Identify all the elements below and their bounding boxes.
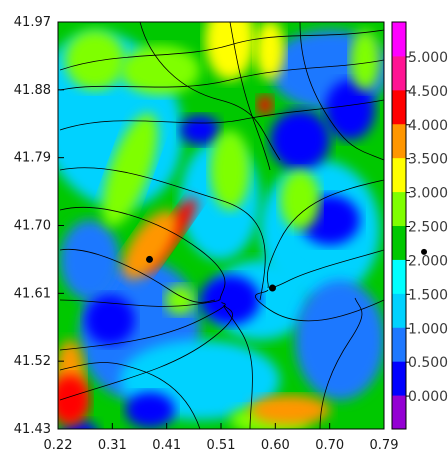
streamline-7 <box>59 301 226 351</box>
field-blob-26 <box>58 375 90 425</box>
streamline-3 <box>59 167 266 301</box>
streamline-12 <box>223 304 253 429</box>
colorbar-frame <box>391 21 407 430</box>
colorbar-tick-label: 3.000 <box>408 186 448 202</box>
streamline-8 <box>59 304 234 401</box>
colorbar-segment <box>392 259 406 294</box>
x-tick-label: 0.41 <box>152 438 181 453</box>
field-blob-30 <box>250 395 330 425</box>
field-blob-9 <box>270 110 330 170</box>
x-tick-label: 0.51 <box>207 438 236 453</box>
field-blob-12 <box>85 295 135 345</box>
colorbar-tick-label: 2.000 <box>408 253 448 269</box>
field-blob-23 <box>102 113 158 227</box>
marker-0 <box>146 255 154 263</box>
colorbar-tick-label: 2.500 <box>408 220 448 236</box>
colorbar-segment <box>392 191 406 226</box>
field-blob-24 <box>280 170 320 230</box>
x-tick-label: 0.70 <box>315 438 344 453</box>
y-tick-label: 41.43 <box>14 422 51 437</box>
streamline-13 <box>319 297 363 429</box>
streamline-14 <box>59 362 201 429</box>
colorbar-tick-label: 1.000 <box>408 321 448 337</box>
field-blob-20 <box>65 30 125 90</box>
streamline-0 <box>59 29 384 71</box>
streamline-15 <box>139 22 281 161</box>
colorbar-segment <box>392 22 406 57</box>
streamline-16 <box>229 22 271 171</box>
field-blob-16 <box>125 392 175 428</box>
streamline-6 <box>59 299 221 307</box>
colorbar-tick-label: 4.500 <box>408 84 448 100</box>
x-tick-label: 0.79 <box>370 438 399 453</box>
streamline-1 <box>59 59 384 91</box>
field-blob-13 <box>200 275 260 325</box>
field-blob-18 <box>205 22 255 80</box>
colorbar-segment <box>392 55 406 91</box>
streamlines <box>59 22 384 429</box>
colorbar-segment <box>392 361 406 396</box>
colorbar-tick-label: 4.000 <box>408 118 448 134</box>
y-tick-label: 41.61 <box>14 286 51 301</box>
field-blob-7 <box>60 220 120 300</box>
x-tick-label: 0.60 <box>261 438 290 453</box>
field-blob-6 <box>295 280 384 400</box>
colorbar-tick-label: 1.500 <box>408 287 448 303</box>
streamline-17 <box>299 22 384 161</box>
colorbar-tick-label: 0.500 <box>408 355 448 371</box>
y-tick-label: 41.88 <box>14 83 51 98</box>
y-tick-label: 41.79 <box>14 151 51 166</box>
streamline-9 <box>266 179 384 289</box>
colorbar-segment <box>392 225 406 260</box>
colorbar-segment <box>392 293 406 328</box>
x-tick-label: 0.22 <box>44 438 73 453</box>
y-tick-label: 41.70 <box>14 219 51 234</box>
heatmap-field <box>58 22 384 429</box>
colorbar-segment <box>392 395 406 430</box>
field-blob-31 <box>165 285 195 315</box>
colorbar-segment <box>392 157 406 193</box>
streamline-5 <box>59 248 216 303</box>
y-axis: 41.97 41.88 41.79 41.70 41.61 41.52 41.43 <box>14 15 64 437</box>
colorbar-tick-label: 5.000 <box>408 50 448 66</box>
x-tick-label: 0.31 <box>98 438 127 453</box>
x-axis: 0.22 0.31 0.41 0.51 0.60 0.70 0.79 <box>44 423 399 453</box>
colorbar-tick-label: 0.000 <box>408 389 448 405</box>
streamline-2 <box>59 99 384 131</box>
field-blob-27 <box>257 95 273 115</box>
field-blob-32 <box>350 30 380 90</box>
marker-1 <box>268 284 276 292</box>
streamline-11 <box>255 289 384 322</box>
streamline-4 <box>59 207 226 301</box>
colorbar-tick-label: 3.500 <box>408 152 448 168</box>
field-blob-19 <box>120 45 200 95</box>
y-tick-label: 41.97 <box>14 15 51 30</box>
colorbar-segment <box>392 123 406 159</box>
marker-outside <box>421 248 428 255</box>
y-tick-label: 41.52 <box>14 354 51 369</box>
field-blob-14 <box>180 115 220 145</box>
field-blob-29 <box>210 130 250 210</box>
colorbar-segment <box>392 327 406 362</box>
markers <box>146 248 428 292</box>
field-blob-10 <box>325 80 375 140</box>
colorbar-segment <box>392 89 406 125</box>
colorbar: 0.000 0.500 1.000 1.500 2.000 2.500 3.000 3.500… <box>391 21 448 430</box>
